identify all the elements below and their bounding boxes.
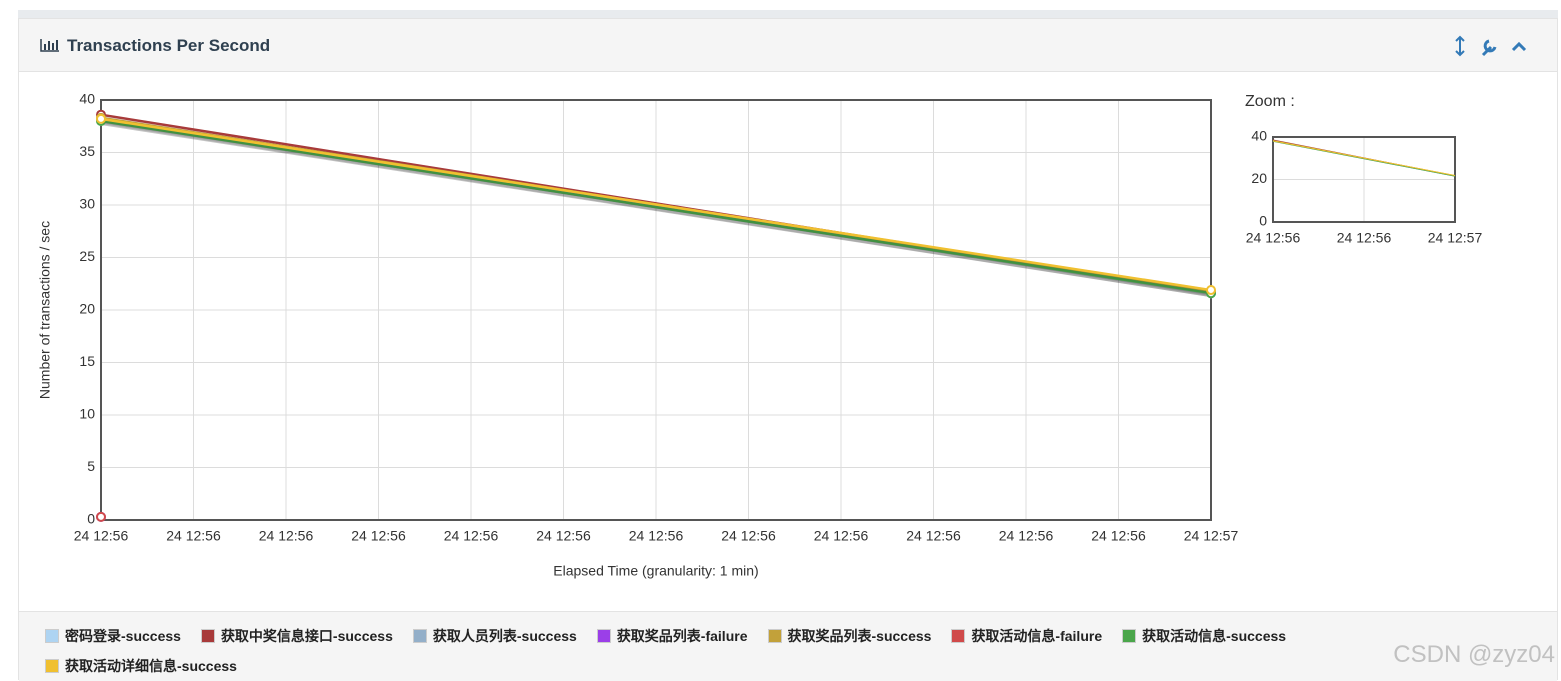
legend-label: 密码登录-success xyxy=(65,628,181,644)
resize-icon[interactable] xyxy=(1455,35,1465,57)
y-tick-label: 0 xyxy=(1259,213,1267,229)
series-line xyxy=(100,119,1212,295)
y-tick-label: 20 xyxy=(1251,170,1267,186)
legend: 密码登录-success 获取中奖信息接口-success 获取人员列表-succe… xyxy=(19,611,1557,681)
legend-item[interactable]: 获取奖品列表-failure xyxy=(596,627,748,645)
legend-swatch xyxy=(200,629,215,643)
y-tick-label: 40 xyxy=(79,91,95,107)
panel-title: Transactions Per Second xyxy=(67,36,271,55)
legend-label: 获取奖品列表-success xyxy=(787,628,932,644)
watermark: CSDN @zyz04 xyxy=(1393,641,1555,668)
legend-item[interactable]: 获取中奖信息接口-success xyxy=(200,627,393,645)
x-axis-title: Elapsed Time (granularity: 1 min) xyxy=(553,563,758,579)
x-tick-label: 24 12:56 xyxy=(1091,528,1146,544)
x-tick-label: 24 12:56 xyxy=(444,528,499,544)
y-tick-label: 15 xyxy=(79,353,95,369)
legend-item[interactable]: 获取活动信息-success xyxy=(1122,627,1286,645)
y-tick-label: 5 xyxy=(87,458,95,474)
y-tick-label: 0 xyxy=(87,511,95,527)
x-tick-label: 24 12:56 xyxy=(721,528,776,544)
panel-header: Transactions Per Second xyxy=(19,19,1557,72)
legend-item[interactable]: 获取活动信息-failure xyxy=(951,627,1102,645)
panel: Transactions Per Second 密码登录-success 获取中奖… xyxy=(18,18,1558,681)
legend-item[interactable]: 获取人员列表-success xyxy=(412,627,577,645)
collapse-icon[interactable] xyxy=(1511,41,1527,52)
legend-swatch xyxy=(412,629,427,643)
legend-swatch xyxy=(951,629,966,643)
plot-border xyxy=(100,99,1212,521)
legend-swatch xyxy=(1122,629,1137,643)
y-tick-label: 25 xyxy=(79,248,95,264)
legend-swatch xyxy=(767,629,782,643)
settings-icon[interactable] xyxy=(1481,39,1497,57)
series-line xyxy=(100,117,1212,292)
y-axis-title: Number of transactions / sec xyxy=(37,221,53,399)
legend-swatch xyxy=(596,629,611,643)
x-tick-label: 24 12:56 xyxy=(906,528,961,544)
legend-item[interactable]: 获取活动详细信息-success xyxy=(45,657,237,675)
legend-label: 获取中奖信息接口-success xyxy=(220,628,393,644)
x-tick-label: 24 12:56 xyxy=(999,528,1054,544)
series-line-shadow xyxy=(100,120,1212,298)
zoom-title: Zoom : xyxy=(1245,93,1295,110)
data-point xyxy=(1206,285,1216,296)
x-tick-label: 24 12:56 xyxy=(1246,230,1301,246)
chart-icon xyxy=(40,39,59,52)
x-tick-label: 24 12:56 xyxy=(259,528,314,544)
x-tick-label: 24 12:57 xyxy=(1184,528,1239,544)
chart: Elapsed Time (granularity: 1 min) Number… xyxy=(37,91,1483,579)
legend-swatch xyxy=(45,629,59,643)
x-tick-label: 24 12:56 xyxy=(536,528,591,544)
legend-items: 密码登录-success 获取中奖信息接口-success 获取人员列表-succe… xyxy=(45,627,1385,675)
legend-label: 获取活动信息-success xyxy=(1142,628,1287,644)
legend-label: 获取奖品列表-failure xyxy=(616,628,748,644)
x-tick-label: 24 12:56 xyxy=(1337,230,1392,246)
series-line-shadow xyxy=(100,120,1212,298)
y-tick-label: 10 xyxy=(79,406,95,422)
series-line-shadow xyxy=(100,117,1212,295)
panel-tools xyxy=(1455,35,1527,57)
data-point xyxy=(96,113,106,124)
x-tick-label: 24 12:56 xyxy=(814,528,869,544)
legend-label: 获取活动信息-failure xyxy=(971,628,1103,644)
x-tick-label: 24 12:57 xyxy=(1428,230,1483,246)
legend-swatch xyxy=(45,659,59,673)
x-tick-label: 24 12:56 xyxy=(351,528,406,544)
y-tick-label: 20 xyxy=(79,301,95,317)
y-tick-label: 40 xyxy=(1251,128,1267,144)
top-strip xyxy=(18,10,1558,18)
series-line xyxy=(1272,140,1456,176)
x-tick-label: 24 12:56 xyxy=(166,528,221,544)
plot-border xyxy=(1272,136,1456,223)
y-tick-label: 30 xyxy=(79,196,95,212)
legend-label: 获取活动详细信息-success xyxy=(65,658,237,674)
legend-item[interactable]: 获取奖品列表-success xyxy=(767,627,932,645)
legend-label: 获取人员列表-success xyxy=(432,628,577,644)
data-point xyxy=(96,511,106,522)
legend-item[interactable]: 密码登录-success xyxy=(45,627,181,645)
y-tick-label: 35 xyxy=(79,143,95,159)
x-tick-label: 24 12:56 xyxy=(629,528,684,544)
x-tick-label: 24 12:56 xyxy=(74,528,129,544)
